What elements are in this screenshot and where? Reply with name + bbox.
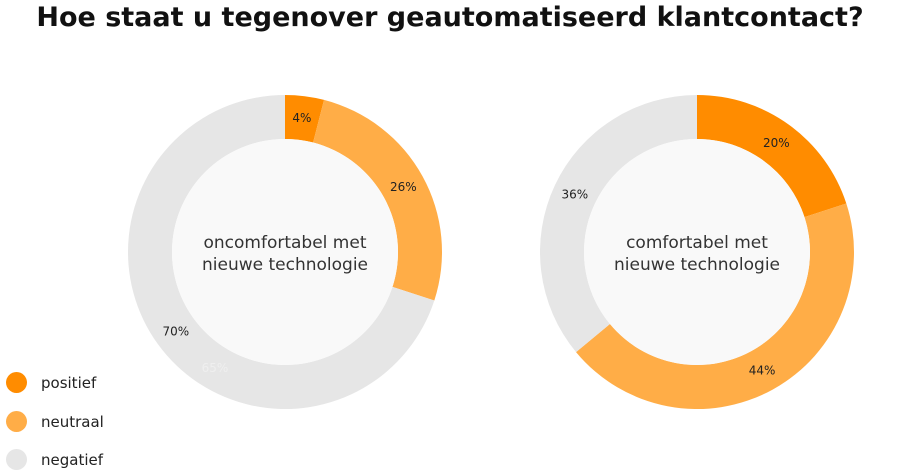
center-label: nieuwe technologie — [202, 255, 368, 275]
donut-slice-negatief — [539, 95, 697, 353]
slice-label: 4% — [292, 111, 311, 125]
legend-item-negatief: negatief — [6, 449, 103, 470]
donut-center — [172, 139, 398, 365]
chart-title: Hoe staat u tegenover geautomatiseerd kl… — [36, 2, 864, 33]
donut-slice-positief — [697, 95, 847, 218]
center-label: nieuwe technologie — [614, 255, 780, 275]
legend-label: neutraal — [41, 412, 104, 431]
center-label: comfortabel met — [626, 233, 768, 253]
legend-item-positief: positief — [6, 372, 96, 393]
donut-center — [584, 139, 810, 365]
slice-label: 20% — [763, 136, 790, 150]
slice-label: 70% — [162, 324, 189, 338]
slice-label: 44% — [749, 363, 776, 377]
slice-label: 26% — [390, 180, 417, 194]
donut-slice-neutraal — [576, 203, 854, 409]
slice-label: 36% — [562, 188, 589, 202]
donut-slice-neutraal — [313, 99, 443, 301]
ghost-label: 65% — [202, 361, 229, 375]
center-label: oncomfortabel met — [203, 233, 366, 253]
legend-label: positief — [41, 373, 97, 392]
donut-slice-positief — [285, 95, 325, 143]
legend-swatch — [6, 449, 27, 470]
legend-swatch — [6, 372, 27, 393]
legend-label: negatief — [41, 450, 104, 469]
legend-item-neutraal: neutraal — [6, 411, 104, 432]
legend-swatch — [6, 411, 27, 432]
